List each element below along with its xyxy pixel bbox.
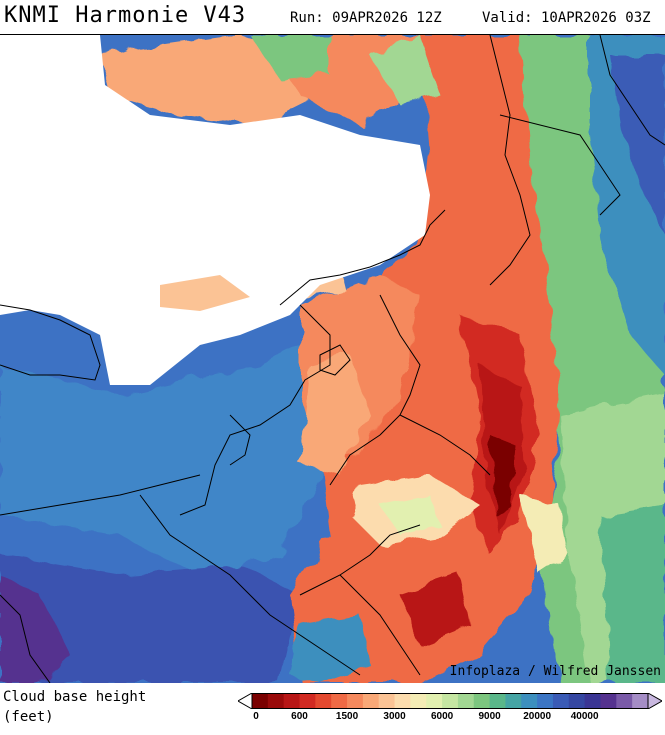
colorbar-swatch: [252, 693, 269, 709]
colorbar-swatch: [568, 693, 586, 709]
colorbar-swatch: [616, 693, 633, 709]
colorbar-swatch: [394, 693, 411, 709]
model-title: KNMI Harmonie V43: [4, 3, 247, 28]
colorbar-swatch: [442, 693, 459, 709]
legend-ticks: 0 600 1500 3000 6000 9000 20000 40000: [238, 711, 662, 725]
legend-variable-label: Cloud base height (feet): [3, 687, 146, 727]
colorbar-swatch: [521, 693, 538, 709]
colorbar-swatch: [632, 693, 649, 709]
cloud-base-field: [0, 35, 665, 683]
legend-tick-label: 600: [291, 711, 308, 722]
legend-tick-label: 0: [253, 711, 259, 722]
colorbar-swatch: [426, 693, 443, 709]
legend-tick-label: 1500: [335, 711, 359, 722]
colorbar-swatch: [347, 693, 364, 709]
header: KNMI Harmonie V43 Run: 09APR2026 12Z Val…: [0, 0, 665, 34]
colorbar-swatch: [473, 693, 491, 709]
colorbar-swatch: [552, 693, 570, 709]
forecast-map: Infoplaza / Wilfred Janssen: [0, 34, 665, 684]
colorbar-swatch: [489, 693, 506, 709]
legend-tick-label: 40000: [570, 711, 599, 722]
colorbar-border: [251, 693, 649, 709]
valid-time: Valid: 10APR2026 03Z: [482, 10, 651, 26]
legend-tick-label: 20000: [523, 711, 552, 722]
legend-tick-label: 3000: [383, 711, 406, 722]
colorbar-swatch: [584, 693, 601, 709]
colorbar-swatch: [331, 693, 348, 709]
legend-variable-unit: (feet): [3, 709, 54, 725]
legend-tick-label: 9000: [478, 711, 501, 722]
run-time: Run: 09APR2026 12Z: [290, 10, 442, 26]
legend-footer: Cloud base height (feet) 0 600 1500 3000 600…: [0, 683, 665, 735]
colorbar-swatch: [505, 693, 522, 709]
map-credit: Infoplaza / Wilfred Janssen: [449, 664, 661, 679]
colorbar-swatch: [362, 693, 380, 709]
colorbar-swatch: [537, 693, 554, 709]
legend-colorbar: [238, 693, 662, 709]
colorbar-swatch: [378, 693, 396, 709]
legend-tick-label: 6000: [430, 711, 454, 722]
legend-variable-name: Cloud base height: [3, 689, 147, 705]
colorbar-swatch: [315, 693, 332, 709]
colorbar-swatch: [283, 693, 301, 709]
colorbar-swatch: [410, 693, 427, 709]
colorbar-swatch: [299, 693, 316, 709]
colorbar-over-arrow: [647, 693, 662, 709]
colorbar-swatch: [267, 693, 285, 709]
colorbar-under-arrow: [238, 693, 253, 709]
colorbar-swatch: [600, 693, 617, 709]
colorbar-swatch: [457, 693, 475, 709]
